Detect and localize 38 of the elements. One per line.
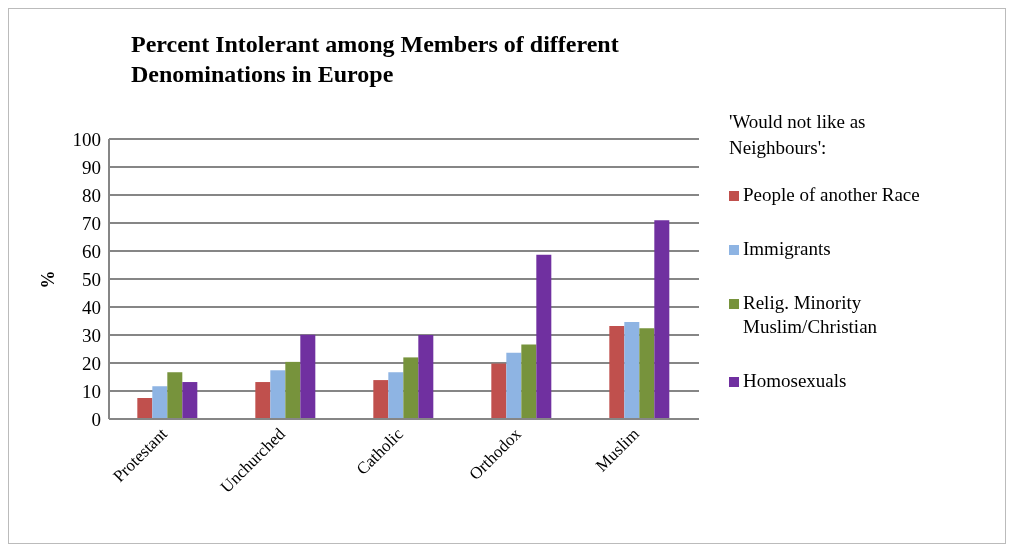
y-tick-label: 40 — [82, 296, 101, 318]
y-tick-label: 30 — [82, 324, 101, 346]
bar — [609, 326, 625, 419]
bar — [654, 220, 670, 419]
bar — [182, 382, 198, 419]
y-tick-label: 50 — [82, 268, 101, 290]
legend-label: People of another Race — [743, 183, 921, 207]
bar — [624, 322, 640, 419]
y-tick-label: 20 — [82, 352, 101, 374]
y-tick-label: 90 — [82, 156, 101, 178]
y-tick-label: 60 — [82, 240, 101, 262]
y-axis-title: % — [37, 270, 59, 289]
legend-label: Relig. Minority Muslim/Christian — [743, 291, 879, 339]
y-tick-label: 80 — [82, 184, 101, 206]
bar — [152, 386, 168, 419]
bar — [300, 334, 316, 419]
bar — [285, 361, 301, 419]
legend-label: Immigrants — [743, 237, 832, 261]
y-tick-label: 70 — [82, 212, 101, 234]
bar — [255, 382, 271, 419]
bar — [388, 372, 404, 419]
bar — [491, 363, 507, 419]
bar — [137, 398, 153, 419]
chart-title: Percent Intolerant among Members of different Denominations in Europe — [131, 30, 620, 89]
bar — [521, 344, 537, 419]
bar — [270, 370, 286, 419]
legend-title: 'Would not like as Neighbours': — [729, 110, 867, 160]
y-tick-label: 0 — [91, 408, 101, 430]
legend-label: Homosexuals — [743, 369, 848, 393]
bar — [418, 335, 434, 419]
bar — [373, 380, 389, 419]
bar — [167, 372, 183, 419]
y-tick-label: 100 — [72, 128, 101, 150]
y-tick-label: 10 — [82, 380, 101, 402]
bar — [639, 328, 655, 419]
bar — [403, 357, 419, 419]
bar — [506, 352, 522, 419]
bar — [536, 254, 552, 419]
